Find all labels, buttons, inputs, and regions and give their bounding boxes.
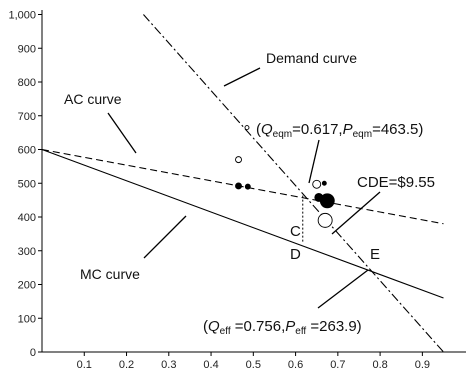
y-tick-label: 100 — [18, 313, 36, 325]
scatter-point — [321, 180, 327, 186]
ac-label-leader — [107, 112, 137, 154]
eqm-label: (Qeqm=0.617,Peqm=463.5) — [256, 121, 423, 140]
x-tick-label: 0.6 — [288, 359, 303, 370]
y-tick-label: 300 — [18, 246, 36, 258]
y-tick-label: 700 — [18, 111, 36, 123]
y-tick-label: 200 — [18, 280, 36, 292]
annotation-labels: Demand curve AC curve MC curve (Qeqm=0.6… — [64, 50, 435, 337]
x-tick-label: 0.2 — [119, 359, 134, 370]
scatter-points — [235, 125, 335, 228]
eff-label: (Qeff =0.756,Peff =263.9) — [203, 318, 362, 337]
x-tick-label: 0.3 — [161, 359, 176, 370]
scatter-point — [235, 182, 242, 190]
point-d-label: D — [290, 246, 301, 263]
eqm-label-leader — [308, 139, 320, 184]
x-tick-label: 0.9 — [415, 359, 430, 370]
scatter-point — [235, 156, 242, 164]
scatter-point — [244, 183, 251, 190]
x-tick-label: 0.1 — [77, 359, 92, 370]
mc-curve-line — [41, 148, 444, 299]
y-tick-label: 900 — [18, 43, 36, 55]
point-c-label: C — [290, 223, 301, 240]
y-tick-label: 400 — [18, 212, 36, 224]
ticks: 0.1 0.2 0.3 0.4 0.5 0.6 0.7 0.8 0.9 0 100 200 300 400… — [8, 10, 430, 370]
mc-label-leader — [143, 215, 187, 259]
y-tick-label: 600 — [18, 145, 36, 157]
demand-curve-label: Demand curve — [266, 50, 357, 66]
ac-curve-label: AC curve — [64, 91, 122, 107]
scatter-point — [312, 179, 322, 189]
x-tick-label: 0.4 — [203, 359, 218, 370]
y-tick-label: 1,000 — [8, 10, 36, 22]
x-tick-label: 0.5 — [246, 359, 261, 370]
y-tick-label: 800 — [18, 77, 36, 89]
cde-label: CDE=$9.55 — [357, 174, 435, 191]
y-tick-label: 500 — [18, 178, 36, 190]
axes — [41, 10, 466, 353]
point-e-label: E — [370, 246, 380, 263]
x-tick-label: 0.7 — [330, 359, 345, 370]
eff-label-leader — [317, 269, 369, 309]
y-tick-label: 0 — [30, 347, 36, 359]
cde-label-leader — [331, 191, 381, 235]
demand-label-leader — [223, 67, 261, 87]
ac-curve-line — [41, 148, 444, 225]
x-tick-label: 0.8 — [372, 359, 387, 370]
demand-curve-line — [143, 14, 444, 353]
series-lines — [41, 14, 444, 353]
scatter-point — [319, 193, 335, 209]
scatter-point — [317, 212, 333, 228]
mc-curve-label: MC curve — [80, 266, 140, 282]
scatter-point — [244, 125, 250, 131]
